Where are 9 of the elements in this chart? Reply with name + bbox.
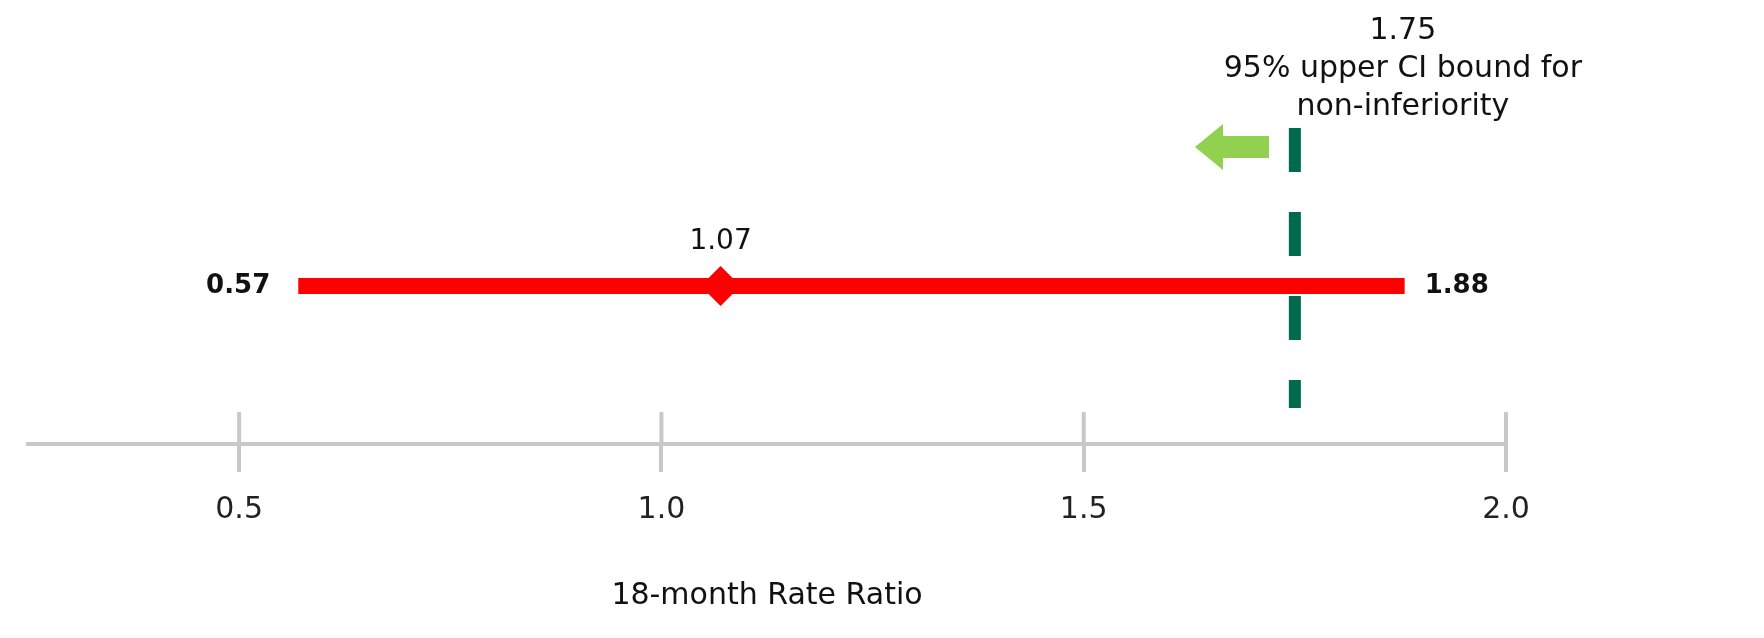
ref-line-label: 1.75 95% upper CI bound for non-inferiority [1223, 10, 1583, 122]
x-tick-label: 1.5 [1059, 489, 1108, 525]
data-label: 1.07 [689, 223, 752, 257]
x-tick-label: 1.0 [637, 489, 686, 525]
annotation: 1.88 [1424, 268, 1489, 299]
annotation: 0.57 [206, 268, 271, 299]
x-tick-label: 0.5 [215, 489, 263, 525]
x-tick-label: 2.0 [1482, 489, 1530, 525]
x-axis-title: 18-month Rate Ratio [611, 575, 923, 611]
